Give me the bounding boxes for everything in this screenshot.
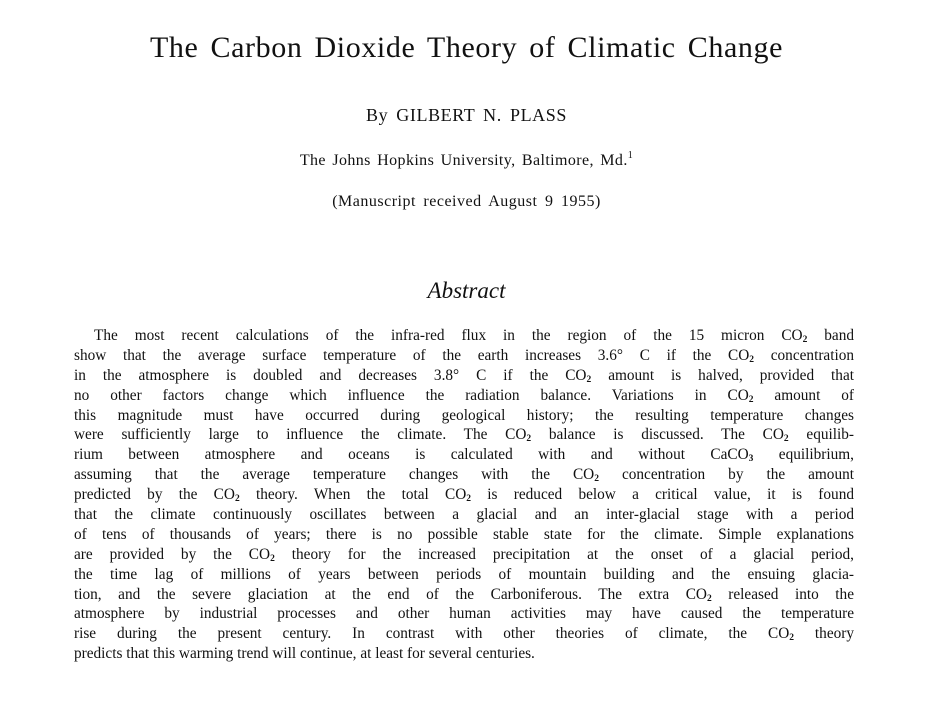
abstract-line: atmosphere by industrial processes and o… <box>74 604 854 624</box>
abstract-line: predicts that this warming trend will co… <box>74 644 854 664</box>
abstract-line: are provided by the CO2 theory for the i… <box>74 545 854 565</box>
chemical-subscript: 2 <box>594 474 599 485</box>
abstract-text: predicts that this warming trend will co… <box>74 645 535 663</box>
abstract-text: theory for the increased precipitation a… <box>274 545 854 563</box>
abstract-text: concentration by the amount <box>598 466 854 484</box>
author-byline: By GILBERT N. PLASS <box>365 105 567 125</box>
abstract-text: tion, and the severe glaciation at the e… <box>74 585 707 603</box>
abstract-line: were sufficiently large to influence the… <box>74 425 854 445</box>
abstract-line: assuming that the average temperature ch… <box>74 465 854 485</box>
abstract-text: were sufficiently large to influence the… <box>74 426 527 444</box>
abstract-heading: Abstract <box>427 278 506 303</box>
abstract-text: in the atmosphere is doubled and decreas… <box>74 366 587 384</box>
paper-title: The Carbon Dioxide Theory of Climatic Ch… <box>149 31 784 64</box>
abstract-body: The most recent calculations of the infr… <box>74 326 854 664</box>
abstract-line: no other factors change which influence … <box>74 386 854 406</box>
abstract-text: of tens of thousands of years; there is … <box>74 525 854 543</box>
abstract-text: atmosphere by industrial processes and o… <box>74 605 854 623</box>
author-affiliation: The Johns Hopkins University, Baltimore,… <box>0 149 933 173</box>
abstract-text: is reduced below a critical value, it is… <box>471 486 854 504</box>
abstract-text: The most recent calculations of the infr… <box>94 327 803 344</box>
abstract-line: of tens of thousands of years; there is … <box>74 525 854 545</box>
chemical-subscript: 2 <box>749 354 755 365</box>
chemical-subscript: 2 <box>783 434 789 445</box>
abstract-text: show that the average surface temperatur… <box>74 346 750 364</box>
chemical-subscript: 2 <box>526 434 532 445</box>
abstract-text: equilibrium, <box>753 446 854 464</box>
chemical-subscript: 2 <box>802 335 808 345</box>
abstract-text: theory <box>794 625 854 643</box>
abstract-text: equilib- <box>788 426 854 444</box>
chemical-subscript: 3 <box>748 454 754 465</box>
chemical-subscript: 2 <box>466 494 472 505</box>
abstract-line: tion, and the severe glaciation at the e… <box>74 585 854 605</box>
abstract-text: balance is discussed. The CO <box>531 426 784 444</box>
abstract-line: this magnitude must have occurred during… <box>74 406 854 426</box>
abstract-line: rium between atmosphere and oceans is ca… <box>74 445 854 465</box>
chemical-subscript: 2 <box>748 394 754 405</box>
abstract-text: released into the <box>711 585 854 603</box>
abstract-text: this magnitude must have occurred during… <box>74 406 854 424</box>
abstract-text: amount is halved, provided that <box>591 366 854 384</box>
abstract-line: the time lag of millions of years betwee… <box>74 565 854 585</box>
abstract-text: are provided by the CO <box>74 545 271 563</box>
abstract-text: the time lag of millions of years betwee… <box>74 565 854 583</box>
abstract-text: assuming that the average temperature ch… <box>74 466 595 484</box>
abstract-text: concentration <box>754 346 854 364</box>
abstract-text: that the climate continuously oscillates… <box>74 506 854 524</box>
affiliation-footnote-mark: 1 <box>627 150 634 161</box>
manuscript-received-date: (Manuscript received August 9 1955) <box>332 193 601 210</box>
chemical-subscript: 2 <box>586 374 592 385</box>
abstract-text: no other factors change which influence … <box>74 386 749 404</box>
chemical-subscript: 2 <box>270 553 275 564</box>
chemical-subscript: 2 <box>706 593 712 604</box>
abstract-text: amount of <box>753 386 855 404</box>
abstract-line: in the atmosphere is doubled and decreas… <box>74 366 854 386</box>
abstract-line: that the climate continuously oscillates… <box>74 505 854 525</box>
abstract-text: band <box>807 327 855 344</box>
abstract-text: rise during the present century. In cont… <box>74 625 790 643</box>
abstract-text: theory. When the total CO <box>239 486 467 504</box>
abstract-text: predicted by the CO <box>74 486 235 504</box>
affiliation-text: The Johns Hopkins University, Baltimore,… <box>299 152 628 169</box>
abstract-line: predicted by the CO2 theory. When the to… <box>74 485 854 505</box>
chemical-subscript: 2 <box>234 494 240 505</box>
abstract-line: The most recent calculations of the infr… <box>74 326 854 346</box>
abstract-text: rium between atmosphere and oceans is ca… <box>74 446 749 464</box>
abstract-line: rise during the present century. In cont… <box>74 624 854 644</box>
abstract-line: show that the average surface temperatur… <box>74 346 854 366</box>
chemical-subscript: 2 <box>789 633 794 644</box>
